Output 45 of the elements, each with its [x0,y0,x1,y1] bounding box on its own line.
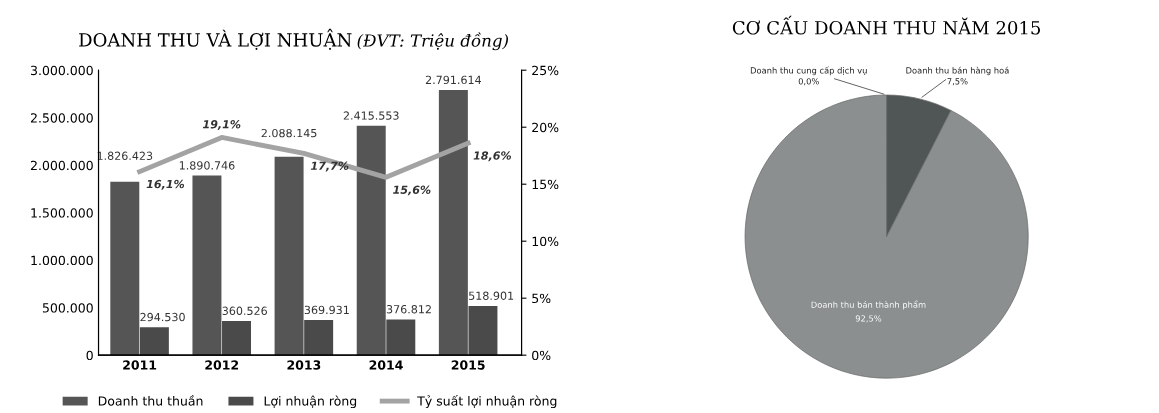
data-label: 16,1% [146,179,185,190]
data-label: 17,7% [310,161,349,172]
data-label: 7,5% [947,78,968,86]
chart-subtitle: (ĐVT: Triệu đồng) [357,32,509,51]
data-label: 2.791.614 [425,75,482,85]
data-label: 15,6% [393,185,431,196]
y2-tick-label: 5% [532,293,551,304]
y-tick-label: 0 [86,350,93,361]
data-label: 294.530 [140,312,185,322]
pie-slice [744,94,1029,379]
x-tick-label: 2011 [123,360,157,370]
chart-title: DOANH THU VÀ LỢI NHUẬN [79,28,352,50]
y2-tick-label: 25% [532,65,559,76]
y2-tick-label: 15% [532,179,559,190]
data-label: 2.088.145 [261,128,317,138]
y-tick-label: 500.000 [42,303,93,313]
slice-label: Doanh thu bán hàng hoá [906,66,1009,76]
data-label: 360.526 [222,306,267,315]
y-tick-label: 1.500.000 [31,208,93,218]
y2-tick-label: 10% [532,236,559,247]
data-label: 369.931 [304,305,349,315]
data-label: 1.890.746 [179,161,235,170]
data-label: 2.415.553 [343,111,399,120]
y2-tick-label: 20% [532,122,559,133]
legend-label: Tỷ suất lợi nhuận ròng [417,394,557,409]
legend-label: Lợi nhuận ròng [264,395,357,409]
x-tick-label: 2015 [451,360,485,370]
text: 0,0% [798,78,819,86]
legend-label: Doanh thu thuần [98,394,203,406]
slice-label: Doanh thu bán thành phẩm [811,300,926,310]
data-label: 92,5% [855,315,882,323]
y2-tick-label: 0% [532,350,551,361]
x-tick-label: 2014 [369,360,403,370]
chart-title: CƠ CẤU DOANH THU NĂM 2015 [732,15,1041,35]
y-tick-label: 2.500.000 [30,113,93,123]
y-tick-label: 1.000.000 [31,255,93,266]
data-label: 19,1% [202,120,241,130]
y-tick-label: 3.000.000 [30,65,93,76]
data-label: 376.812 [386,305,431,314]
x-tick-label: 2012 [205,360,239,370]
x-tick-label: 2013 [287,360,321,370]
category-label: Doanh thu cung cấp dịch vụ [750,66,867,76]
data-label: 518.901 [469,291,514,300]
y-tick-label: 2.000.000 [30,160,93,171]
data-label: 18,6% [473,151,512,162]
